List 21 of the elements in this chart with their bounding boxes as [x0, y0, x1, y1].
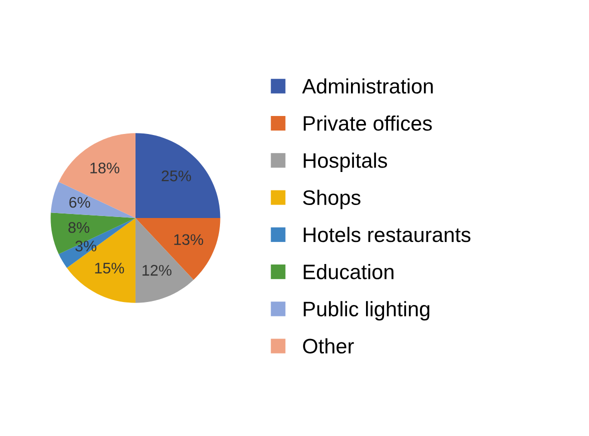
data-label: 15%: [95, 262, 124, 274]
pie-slice: [135, 133, 220, 218]
data-label: 25%: [162, 170, 191, 182]
legend-label: Other: [303, 338, 354, 354]
pie-slice: [50, 212, 136, 254]
legend-label: Hotels restaurants: [304, 226, 470, 242]
data-label: 8%: [68, 222, 90, 233]
pie-slice: [135, 218, 220, 280]
data-label: 12%: [142, 264, 172, 276]
pie-slice: [50, 182, 136, 218]
legend-label: Hospitals: [304, 152, 388, 172]
legend-label: Administration: [302, 78, 433, 94]
data-label: 13%: [174, 234, 204, 246]
legend-label: Private offices: [304, 115, 432, 131]
pie-slice: [66, 218, 136, 303]
data-label: 18%: [90, 162, 120, 174]
pie-slice: [58, 133, 136, 218]
legend-label: Public lighting: [304, 301, 430, 321]
data-label: 6%: [69, 196, 90, 208]
legend-label: Shops: [303, 190, 360, 210]
legend-label: Education: [304, 264, 394, 280]
